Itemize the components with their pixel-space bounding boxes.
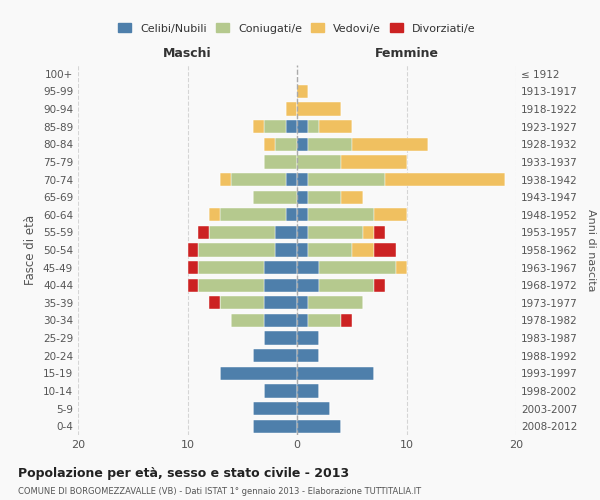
Bar xyxy=(352,244,374,256)
Bar xyxy=(297,314,308,327)
Bar xyxy=(308,226,362,239)
Bar xyxy=(199,244,275,256)
Text: Maschi: Maschi xyxy=(163,46,212,60)
Bar xyxy=(253,190,297,204)
Bar xyxy=(253,120,264,134)
Bar xyxy=(286,102,297,116)
Bar xyxy=(297,102,341,116)
Bar xyxy=(232,314,264,327)
Bar xyxy=(297,190,308,204)
Bar xyxy=(264,278,297,292)
Bar xyxy=(209,296,220,310)
Bar xyxy=(374,244,395,256)
Bar xyxy=(187,261,199,274)
Bar xyxy=(286,120,297,134)
Bar xyxy=(286,208,297,222)
Bar xyxy=(264,261,297,274)
Bar xyxy=(308,314,341,327)
Bar xyxy=(395,261,407,274)
Bar xyxy=(297,261,319,274)
Bar xyxy=(308,190,341,204)
Bar xyxy=(297,85,308,98)
Bar xyxy=(253,349,297,362)
Bar xyxy=(264,138,275,151)
Bar xyxy=(264,120,286,134)
Bar xyxy=(297,349,319,362)
Bar xyxy=(308,138,352,151)
Bar xyxy=(297,296,308,310)
Bar xyxy=(199,226,209,239)
Bar xyxy=(319,120,352,134)
Legend: Celibi/Nubili, Coniugati/e, Vedovi/e, Divorziati/e: Celibi/Nubili, Coniugati/e, Vedovi/e, Di… xyxy=(114,19,480,38)
Text: Femmine: Femmine xyxy=(374,46,439,60)
Bar xyxy=(209,226,275,239)
Bar xyxy=(297,156,341,168)
Bar xyxy=(264,296,297,310)
Bar xyxy=(187,278,199,292)
Bar xyxy=(264,156,297,168)
Bar xyxy=(385,173,505,186)
Bar xyxy=(232,173,286,186)
Bar xyxy=(297,402,330,415)
Bar xyxy=(297,244,308,256)
Text: Popolazione per età, sesso e stato civile - 2013: Popolazione per età, sesso e stato civil… xyxy=(18,468,349,480)
Y-axis label: Anni di nascita: Anni di nascita xyxy=(586,209,596,291)
Bar xyxy=(253,402,297,415)
Bar xyxy=(319,261,395,274)
Bar xyxy=(297,366,374,380)
Bar xyxy=(308,208,374,222)
Bar xyxy=(275,226,297,239)
Bar xyxy=(341,156,407,168)
Bar xyxy=(264,332,297,344)
Bar xyxy=(187,244,199,256)
Bar xyxy=(220,296,264,310)
Bar xyxy=(286,173,297,186)
Bar xyxy=(297,226,308,239)
Bar xyxy=(341,190,362,204)
Y-axis label: Fasce di età: Fasce di età xyxy=(25,215,37,285)
Bar xyxy=(297,420,341,433)
Bar xyxy=(308,244,352,256)
Bar xyxy=(297,332,319,344)
Bar xyxy=(341,314,352,327)
Bar xyxy=(264,314,297,327)
Bar xyxy=(374,208,407,222)
Text: COMUNE DI BORGOMEZZAVALLE (VB) - Dati ISTAT 1° gennaio 2013 - Elaborazione TUTTI: COMUNE DI BORGOMEZZAVALLE (VB) - Dati IS… xyxy=(18,488,421,496)
Bar xyxy=(297,208,308,222)
Bar xyxy=(220,366,297,380)
Bar xyxy=(253,420,297,433)
Bar xyxy=(220,173,232,186)
Bar xyxy=(199,278,264,292)
Bar xyxy=(199,261,264,274)
Bar xyxy=(352,138,428,151)
Bar xyxy=(308,120,319,134)
Bar xyxy=(374,278,385,292)
Bar xyxy=(209,208,220,222)
Bar xyxy=(297,138,308,151)
Bar xyxy=(297,384,319,398)
Bar xyxy=(374,226,385,239)
Bar xyxy=(275,138,297,151)
Bar xyxy=(297,173,308,186)
Bar xyxy=(297,120,308,134)
Bar xyxy=(264,384,297,398)
Bar xyxy=(308,296,362,310)
Bar xyxy=(275,244,297,256)
Bar xyxy=(297,278,319,292)
Bar xyxy=(220,208,286,222)
Bar xyxy=(362,226,374,239)
Bar xyxy=(319,278,374,292)
Bar xyxy=(308,173,385,186)
